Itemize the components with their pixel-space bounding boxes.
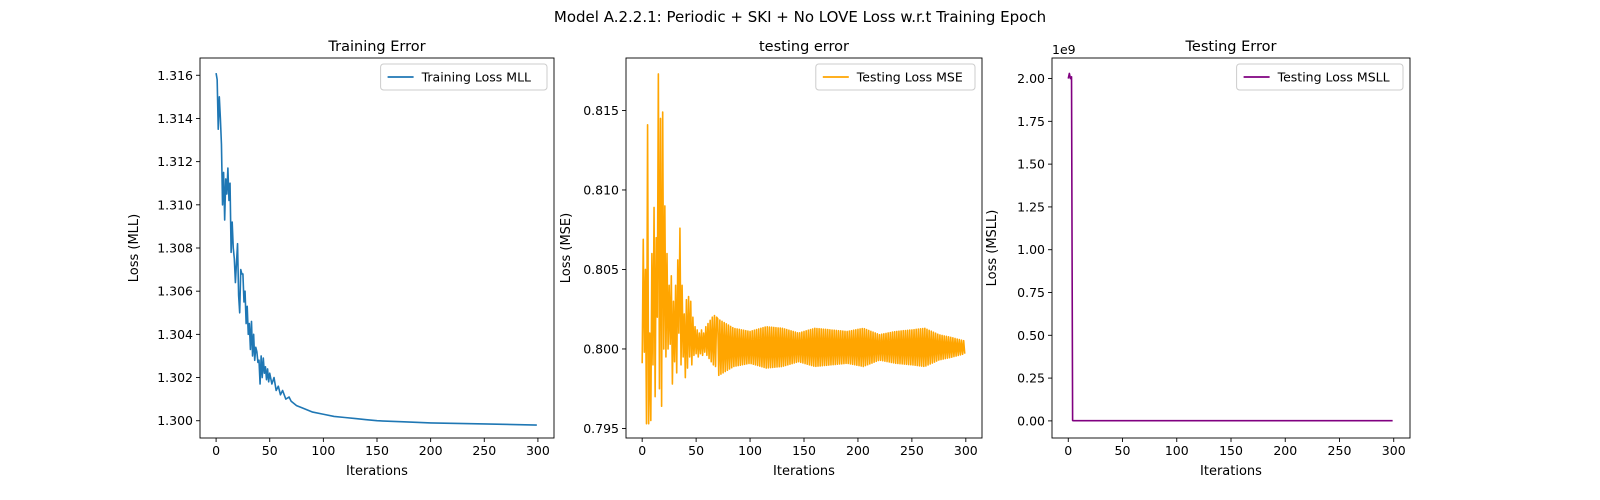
x-tick-label: 0 [212,443,220,458]
subplot-title: Training Error [327,39,425,55]
y-tick-label: 0.815 [583,103,619,118]
x-tick-label: 50 [1115,443,1131,458]
legend-box [1236,63,1404,91]
y-tick-label: 0.75 [1017,285,1045,300]
legend-label: Training Loss MLL [421,70,531,85]
y-tick-label: 1.304 [157,327,193,342]
y-tick-label: 1.312 [157,154,193,169]
x-tick-label: 100 [1165,443,1189,458]
legend: Training Loss MLL [380,63,548,91]
x-tick-label: 250 [900,443,924,458]
y-tick-label: 1.306 [157,284,193,299]
y-axis-label: Loss (MSE) [559,213,574,283]
x-tick-label: 250 [472,443,496,458]
subplots: Training Error 0 50 100 150 200 250 300 1.300 1.3… [127,39,1411,479]
x-axis-label: Iterations [346,464,408,479]
subplot-title: Testing Error [1185,39,1277,55]
x-tick-label: 250 [1328,443,1352,458]
y-tick-label: 0.800 [583,341,619,356]
y-axis-label: Loss (MLL) [127,214,142,283]
x-tick-label: 150 [1219,443,1243,458]
y-tick-label: 0.25 [1017,371,1045,386]
x-axis-label: Iterations [1200,464,1262,479]
x-tick-label: 300 [954,443,978,458]
y-tick-label: 0.00 [1017,413,1045,428]
subplot-title: testing error [759,39,849,55]
x-tick-label: 0 [1064,443,1072,458]
x-tick-label: 100 [738,443,762,458]
y-tick-label: 1.308 [157,241,193,256]
series-line-1 [641,73,966,425]
legend-label: Testing Loss MSE [856,70,963,85]
legend-label: Testing Loss MSLL [1277,70,1390,85]
y-tick-label: 1.310 [157,197,193,212]
x-axis-label: Iterations [773,464,835,479]
x-tick-label: 300 [526,443,550,458]
y-tick-label: 0.805 [583,262,619,277]
y-tick-label: 1.300 [157,413,193,428]
y-tick-label: 0.50 [1017,328,1045,343]
x-tick-label: 300 [1382,443,1406,458]
legend: Testing Loss MSLL [1236,63,1404,91]
x-tick-label: 100 [311,443,335,458]
y-tick-label: 1.316 [157,68,193,83]
y-tick-label: 1.50 [1017,157,1045,172]
y-tick-label: 1.302 [157,370,193,385]
y-tick-label: 0.795 [583,421,619,436]
x-tick-label: 200 [1273,443,1297,458]
x-tick-label: 200 [419,443,443,458]
y-tick-label: 1.00 [1017,242,1045,257]
series-line-1 [215,72,537,426]
legend: Testing Loss MSE [815,63,976,91]
subplot-2: testing error 0 50 100 150 200 250 300 0.795 0.80… [559,39,983,479]
y-tick-label: 1.314 [157,111,193,126]
x-tick-label: 50 [688,443,704,458]
legend-box [815,63,976,91]
y-tick-label: 2.00 [1017,71,1045,86]
y-tick-label: 0.810 [583,182,619,197]
x-tick-label: 0 [638,443,646,458]
y-tick-label: 1.75 [1017,114,1045,129]
subplot-1: Training Error 0 50 100 150 200 250 300 1.300 1.3… [127,39,555,479]
figure-suptitle: Model A.2.2.1: Periodic + SKI + No LOVE … [554,8,1046,26]
y-offset-label: 1e9 [1052,42,1076,57]
x-tick-label: 150 [792,443,816,458]
x-tick-label: 200 [846,443,870,458]
x-tick-label: 50 [262,443,278,458]
series-line-1 [1067,72,1393,422]
x-tick-label: 150 [365,443,389,458]
y-tick-label: 1.25 [1017,199,1045,214]
y-axis-label: Loss (MSLL) [985,210,1000,287]
axes-frame [199,57,555,439]
legend-box [380,63,548,91]
axes-frame [1051,57,1411,439]
subplot-3: Testing Error 0 50 100 150 200 250 300 0.00 0.25 0… [985,39,1411,479]
